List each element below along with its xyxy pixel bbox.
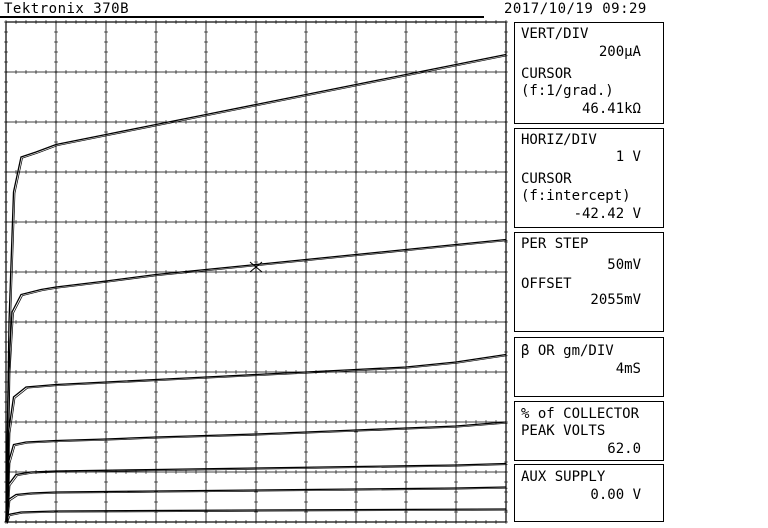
horiz-cursor-mode: (f:intercept) [521,188,631,204]
collector-label: % of COLLECTOR [521,406,640,422]
characteristic-curves [5,53,508,524]
aux-supply-value: 0.00 V [590,487,641,503]
beta-gm-panel: β OR gm/DIV 4mS [514,337,664,397]
curve-1 [5,53,507,523]
curve-6 [5,486,507,523]
curve-7 [5,508,507,523]
curve-7-trace [7,509,508,524]
vert-cursor-mode: (f:1/grad.) [521,83,614,99]
vert-div-panel: VERT/DIV 200µA CURSOR (f:1/grad.) 46.41k… [514,22,664,124]
collector-volts-panel: % of COLLECTOR PEAK VOLTS 62.0 [514,401,664,461]
curve-5-trace [7,464,508,524]
curve-5 [5,462,507,523]
per-step-label: PER STEP [521,236,589,252]
beta-gm-value: 4mS [615,361,641,377]
vert-div-label: VERT/DIV [521,26,589,42]
curve-4-trace [7,422,508,524]
offset-label: OFFSET [521,276,572,292]
timestamp: 2017/10/19 09:29 [504,1,647,17]
curve-tracer-display [4,20,508,524]
cursor-stroke [249,261,263,273]
vert-cursor-value: 46.41kΩ [581,101,641,117]
graticule [4,20,508,524]
horiz-cursor-label: CURSOR [521,171,572,187]
horiz-div-value: 1 V [615,149,641,165]
aux-supply-label: AUX SUPPLY [521,469,606,485]
instrument-title: Tektronix 370B [4,1,130,17]
curve-4 [5,421,507,523]
peak-volts-value: 62.0 [607,441,641,457]
curve-6-trace [7,487,508,524]
horiz-div-panel: HORIZ/DIV 1 V CURSOR (f:intercept) -42.4… [514,128,664,228]
curve-3-trace [7,355,508,524]
aux-supply-panel: AUX SUPPLY 0.00 V [514,464,664,522]
per-step-value: 50mV [607,257,641,273]
curve-2-trace [7,240,508,524]
vert-div-value: 200µA [598,44,641,60]
curve-1-trace [7,55,508,524]
cursor-marker [249,261,263,273]
curve-3 [5,353,507,523]
peak-volts-label: PEAK VOLTS [521,423,606,439]
per-step-panel: PER STEP 50mV OFFSET 2055mV [514,232,664,332]
horiz-div-label: HORIZ/DIV [521,132,597,148]
vert-cursor-label: CURSOR [521,66,572,82]
curve-2 [5,238,507,523]
beta-gm-label: β OR gm/DIV [521,343,614,359]
horiz-cursor-value: -42.42 V [573,206,641,222]
offset-value: 2055mV [590,292,641,308]
title-underline [0,16,484,18]
